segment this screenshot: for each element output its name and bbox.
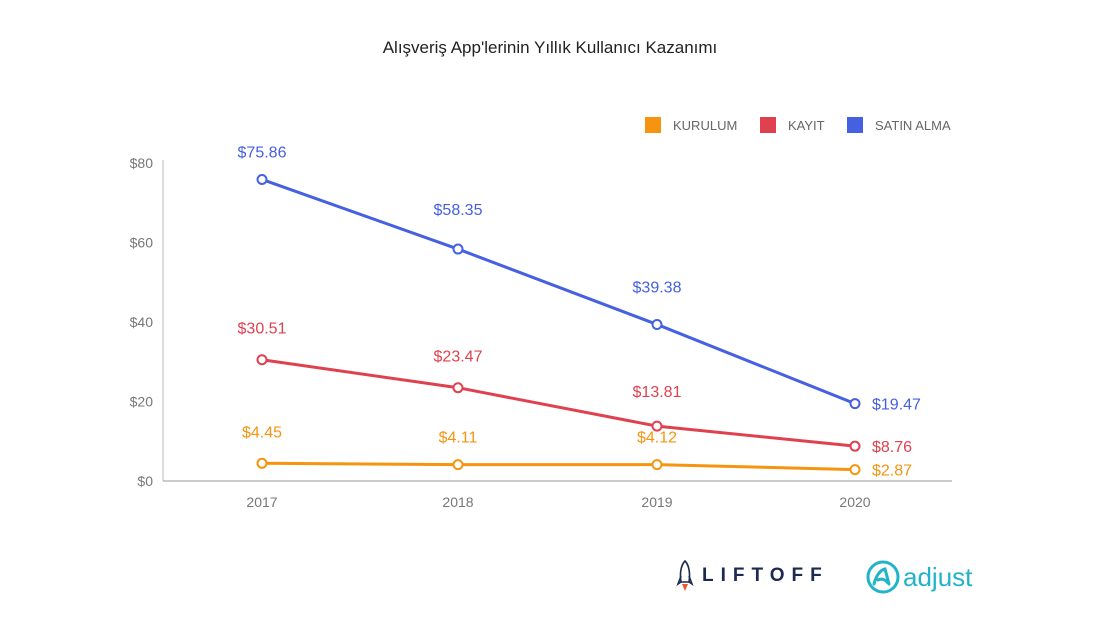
y-tick-label: $60 (130, 235, 154, 251)
data-point (256, 173, 268, 185)
y-tick-label: $0 (137, 473, 153, 489)
series-line-satin-alma (261, 178, 856, 405)
legend-label: KAYIT (788, 118, 825, 133)
x-tick-label: 2017 (246, 494, 277, 510)
data-label: $4.11 (439, 430, 478, 447)
data-point (849, 440, 861, 452)
data-label: $23.47 (434, 349, 483, 366)
x-tick-label: 2019 (641, 494, 672, 510)
chart-title: Alışveriş App'lerinin Yıllık Kullanıcı K… (382, 38, 718, 57)
data-point (256, 457, 268, 469)
data-label: $19.47 (872, 397, 921, 414)
legend-swatch (760, 117, 776, 133)
data-label: $4.45 (242, 424, 282, 441)
data-point (452, 382, 464, 394)
legend-label: KURULUM (673, 118, 737, 133)
data-label: $58.35 (434, 202, 483, 219)
rocket-icon (676, 560, 694, 591)
data-point (651, 459, 663, 471)
data-label: $8.76 (872, 439, 912, 456)
data-point (651, 318, 663, 330)
data-point (849, 398, 861, 410)
data-label: $30.51 (238, 321, 287, 338)
y-tick-label: $80 (130, 155, 154, 171)
series-line-kurulum (261, 461, 856, 472)
data-label: $2.87 (872, 463, 912, 480)
y-tick-label: $40 (130, 314, 154, 330)
x-tick-label: 2020 (839, 494, 870, 510)
data-point (452, 459, 464, 471)
data-point (256, 354, 268, 366)
adjust-logo: adjust (866, 560, 972, 594)
data-label: $13.81 (633, 384, 682, 401)
data-point (651, 420, 663, 432)
liftoff-logo: LIFTOFF (676, 560, 829, 592)
data-point (452, 243, 464, 255)
data-point (849, 464, 861, 476)
data-label: $75.86 (238, 144, 287, 161)
legend-label: SATIN ALMA (875, 118, 951, 133)
y-tick-label: $20 (130, 394, 154, 410)
legend-swatch (847, 117, 863, 133)
series-line-kayit (261, 358, 856, 448)
adjust-wordmark: adjust (903, 561, 973, 592)
data-label: $39.38 (633, 279, 682, 296)
data-label: $4.12 (637, 430, 677, 447)
legend-swatch (645, 117, 661, 133)
x-tick-label: 2018 (442, 494, 473, 510)
adjust-mark-icon (866, 560, 900, 594)
liftoff-wordmark: LIFTOFF (702, 565, 829, 586)
